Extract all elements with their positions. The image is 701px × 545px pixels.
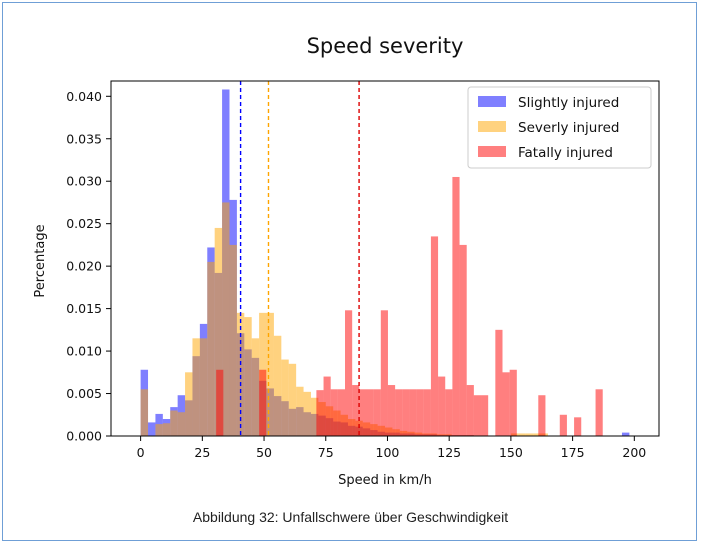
bar-fatally-injured bbox=[316, 390, 324, 436]
bar-fatally-injured bbox=[423, 389, 431, 436]
x-tick-label: 150 bbox=[499, 445, 523, 460]
bar-fatally-injured bbox=[373, 389, 381, 436]
bar-severly-injured bbox=[266, 312, 274, 436]
bar-fatally-injured bbox=[481, 395, 489, 436]
bar-severly-injured bbox=[303, 391, 311, 436]
bar-severly-injured bbox=[140, 389, 149, 436]
bar-severly-injured bbox=[199, 338, 208, 436]
bar-severly-injured bbox=[162, 423, 171, 436]
bar-fatally-injured bbox=[559, 414, 567, 436]
bar-fatally-injured bbox=[402, 389, 410, 436]
bar-severly-injured bbox=[273, 335, 282, 436]
bar-severly-injured bbox=[281, 359, 289, 436]
bar-severly-injured bbox=[288, 363, 297, 436]
legend-label: Fatally injured bbox=[518, 145, 613, 161]
y-tick-label: 0.005 bbox=[66, 386, 102, 401]
bar-fatally-injured bbox=[595, 389, 603, 436]
bar-severly-injured bbox=[185, 372, 193, 436]
x-tick-label: 50 bbox=[256, 445, 272, 460]
bar-severly-injured bbox=[533, 433, 541, 436]
y-tick-label: 0.025 bbox=[66, 216, 102, 231]
y-tick-label: 0.010 bbox=[66, 344, 102, 359]
chart-title: Speed severity bbox=[307, 34, 464, 58]
figure-caption: Abbildung 32: Unfallschwere über Geschwi… bbox=[192, 509, 509, 525]
bar-fatally-injured bbox=[395, 389, 403, 436]
bar-fatally-injured bbox=[459, 244, 467, 436]
bar-severly-injured bbox=[214, 227, 223, 436]
bar-fatally-injured bbox=[466, 385, 474, 436]
bar-severly-injured bbox=[222, 202, 230, 436]
bar-severly-injured bbox=[518, 433, 526, 436]
bar-fatally-injured bbox=[216, 369, 224, 436]
legend-swatch bbox=[478, 146, 506, 157]
legend-label: Slightly injured bbox=[518, 95, 619, 111]
bar-fatally-injured bbox=[366, 389, 374, 436]
bar-fatally-injured bbox=[380, 310, 388, 436]
x-tick-label: 75 bbox=[318, 445, 334, 460]
y-tick-label: 0.020 bbox=[66, 259, 102, 274]
bar-fatally-injured bbox=[509, 369, 517, 436]
bar-fatally-injured bbox=[502, 372, 510, 436]
bar-severly-injured bbox=[310, 397, 319, 436]
bar-severly-injured bbox=[207, 261, 215, 436]
bar-fatally-injured bbox=[359, 389, 367, 436]
y-axis-label: Percentage bbox=[33, 224, 48, 297]
y-tick-label: 0.030 bbox=[66, 174, 102, 189]
bar-fatally-injured bbox=[538, 395, 546, 436]
bar-severly-injured bbox=[525, 433, 534, 436]
plot-area: 0 25 50 75 100 125 150 175 200 0.000 0.005 0.010 0.0… bbox=[66, 80, 660, 460]
bar-fatally-injured bbox=[438, 376, 446, 436]
bar-severly-injured bbox=[192, 338, 200, 436]
x-tick-label: 100 bbox=[376, 445, 400, 460]
legend-swatch bbox=[478, 96, 506, 107]
bar-fatally-injured bbox=[352, 385, 360, 436]
bar-fatally-injured bbox=[409, 389, 417, 436]
x-tick-label: 25 bbox=[194, 445, 210, 460]
axes-frame bbox=[110, 80, 660, 437]
legend-box bbox=[467, 86, 652, 169]
bar-severly-injured bbox=[244, 317, 252, 436]
bar-severly-injured bbox=[177, 412, 186, 436]
x-tick-label: 125 bbox=[437, 445, 461, 460]
y-tick-label: 0.015 bbox=[66, 301, 102, 316]
bar-severly-injured bbox=[236, 312, 245, 436]
legend-swatch bbox=[478, 121, 506, 132]
y-tick-label: 0.040 bbox=[66, 89, 102, 104]
bar-slightly-injured bbox=[621, 432, 630, 436]
y-tick-label: 0.035 bbox=[66, 131, 102, 146]
bar-fatally-injured bbox=[330, 389, 338, 436]
bar-fatally-injured bbox=[452, 176, 460, 436]
bar-fatally-injured bbox=[259, 369, 267, 436]
bar-fatally-injured bbox=[345, 310, 353, 436]
x-axis-label: Speed in km/h bbox=[338, 473, 432, 488]
bar-fatally-injured bbox=[387, 385, 396, 436]
bar-fatally-injured bbox=[495, 329, 503, 436]
bar-severly-injured bbox=[251, 338, 260, 436]
bar-slightly-injured bbox=[148, 422, 156, 436]
bar-fatally-injured bbox=[473, 395, 482, 436]
bar-fatally-injured bbox=[337, 389, 346, 436]
bar-severly-injured bbox=[170, 410, 178, 436]
bar-fatally-injured bbox=[323, 376, 331, 436]
bar-severly-injured bbox=[155, 424, 163, 436]
bar-fatally-injured bbox=[445, 389, 453, 436]
x-tick-label: 175 bbox=[561, 445, 585, 460]
bar-fatally-injured bbox=[416, 389, 424, 436]
x-tick-label: 200 bbox=[622, 445, 646, 460]
bar-fatally-injured bbox=[574, 417, 582, 436]
bar-severly-injured bbox=[229, 244, 237, 436]
x-tick-label: 0 bbox=[137, 445, 145, 460]
bar-severly-injured bbox=[296, 386, 304, 436]
legend-label: Severly injured bbox=[518, 120, 620, 136]
y-tick-label: 0.000 bbox=[66, 429, 102, 444]
bar-fatally-injured bbox=[430, 236, 439, 436]
